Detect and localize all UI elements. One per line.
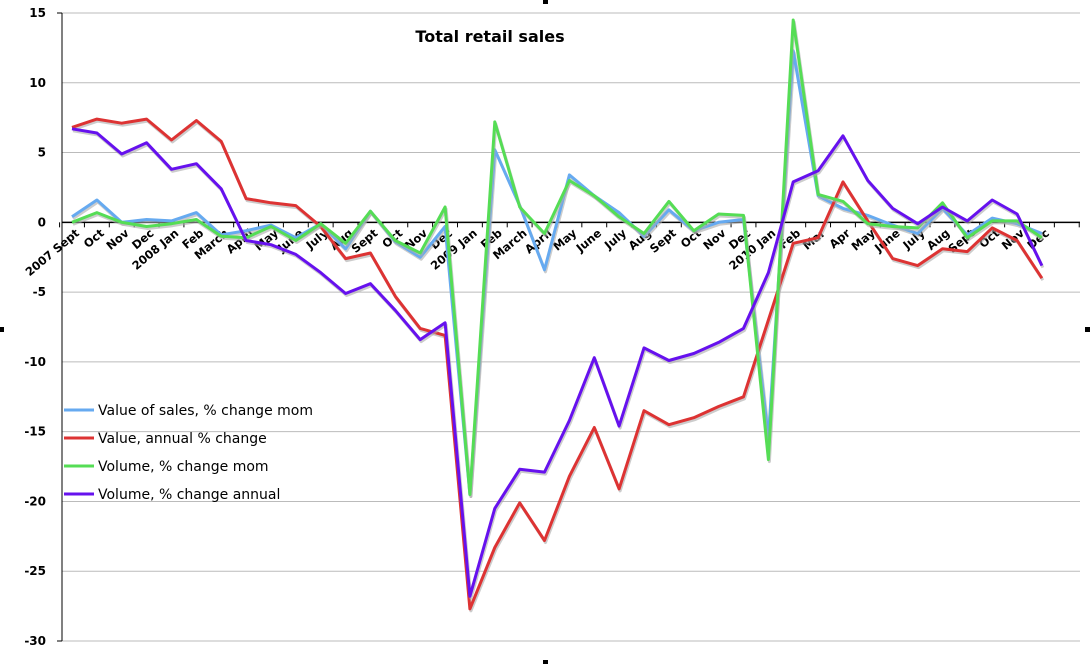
x-tick-label: Oct <box>81 226 107 251</box>
series-line <box>71 117 1044 611</box>
x-tick-label: 2007 Sept <box>23 226 83 279</box>
series-0 <box>71 49 1044 498</box>
legend-entry: Value, annual % change <box>64 431 267 447</box>
series-shadow <box>72 129 1045 600</box>
x-axis <box>57 12 1080 642</box>
x-tick-label: Apr <box>826 226 853 252</box>
series-2 <box>71 18 1044 498</box>
series-line <box>71 127 1044 598</box>
series-lines <box>71 18 1045 613</box>
series-1 <box>71 117 1045 613</box>
legend-entry: Volume, % change mom <box>64 459 269 475</box>
y-tick-label: -20 <box>24 494 46 508</box>
handle-right[interactable] <box>1085 327 1090 332</box>
handle-left[interactable] <box>0 327 4 332</box>
legend-label: Value of sales, % change mom <box>98 403 313 419</box>
series-line <box>71 18 1043 496</box>
legend-entry: Value of sales, % change mom <box>64 403 313 419</box>
y-tick-label: -30 <box>24 634 46 648</box>
legend-label: Volume, % change annual <box>98 487 280 503</box>
x-tick-label: June <box>573 226 605 256</box>
series-shadow <box>72 51 1044 498</box>
legend: Value of sales, % change mom Value, annua… <box>64 403 313 503</box>
legend-entry: Volume, % change annual <box>64 487 280 503</box>
y-tick-label: 0 <box>38 215 46 229</box>
y-tick-label: -25 <box>24 564 46 578</box>
y-tick-label: 15 <box>29 6 46 20</box>
series-shadow <box>72 20 1044 498</box>
grid-lines <box>62 12 1080 642</box>
x-tick-label: July <box>601 226 629 253</box>
legend-label: Volume, % change mom <box>98 459 269 475</box>
series-shadow <box>72 119 1045 613</box>
y-tick-label: 10 <box>29 76 46 90</box>
y-axis-ticks: 15 10 5 0 -5 -10 -15 -20 -25 -30 <box>24 6 46 648</box>
y-tick-label: 5 <box>38 146 46 160</box>
y-tick-label: -10 <box>24 355 46 369</box>
y-tick-label: -5 <box>33 285 46 299</box>
handle-bottom[interactable] <box>543 660 548 664</box>
chart-title: Total retail sales <box>415 27 564 46</box>
x-tick-label: Nov <box>103 226 132 253</box>
handle-top[interactable] <box>543 0 548 4</box>
legend-label: Value, annual % change <box>98 431 267 447</box>
series-3 <box>71 127 1045 600</box>
series-line <box>71 49 1043 496</box>
y-tick-label: -15 <box>24 425 46 439</box>
